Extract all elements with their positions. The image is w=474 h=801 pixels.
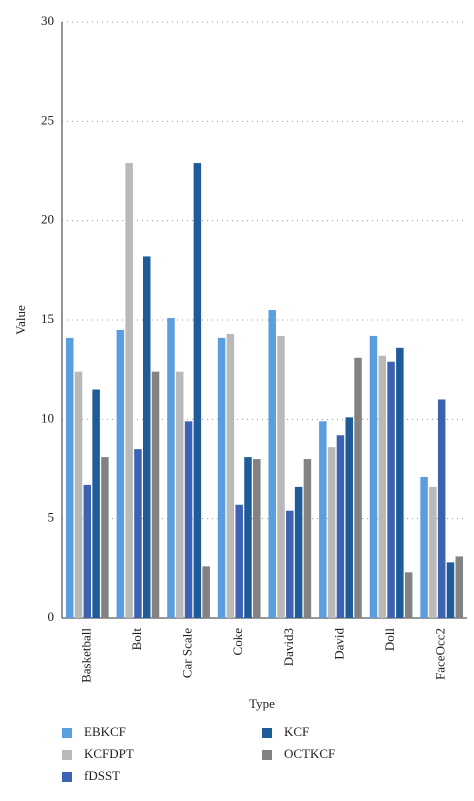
bar [277,335,285,618]
bar [176,371,184,618]
legend-swatch [62,728,72,738]
y-tick-label: 10 [41,410,54,425]
bar [404,572,413,618]
bar [345,417,353,618]
bar [253,459,261,618]
bar [327,447,336,618]
bar [235,504,243,618]
bar [125,163,133,618]
bar [354,357,362,618]
bar [142,256,151,618]
legend-swatch [262,728,272,738]
y-tick-label: 15 [41,311,54,326]
x-tick-label: Basketball [78,628,93,683]
legend-label: KCF [284,724,309,739]
bar [437,399,446,618]
legend-label: fDSST [84,768,120,783]
bar [455,556,464,618]
x-tick-label: Coke [230,628,245,656]
x-axis-label: Type [249,696,275,711]
bar [369,335,378,618]
legend-swatch [262,750,272,760]
y-tick-label: 5 [48,510,55,525]
y-tick-label: 20 [41,212,54,227]
bar [167,318,175,618]
legend-swatch [62,750,72,760]
legend-swatch [62,772,72,782]
bar [92,389,100,618]
bar [420,476,428,618]
y-tick-label: 25 [41,112,54,127]
bar [83,484,92,618]
bar [202,566,210,618]
bar [226,333,235,618]
bar [387,361,395,618]
bar [336,435,345,618]
bar [244,457,252,618]
bar [396,347,404,618]
legend-label: EBKCF [84,724,126,739]
bar [101,457,109,618]
bar [429,486,437,618]
bar [286,510,294,618]
bar [184,421,193,618]
x-tick-label: Doll [382,628,397,652]
bar [74,371,83,618]
x-tick-label: Car Scale [180,628,195,678]
bar [65,337,74,618]
bar [303,459,312,618]
bar [134,449,142,618]
bar [217,337,226,618]
legend-label: OCTKCF [284,746,335,761]
bar [446,562,455,618]
legend-label: KCFDPT [84,746,134,761]
bar [151,371,160,618]
bar [294,486,303,618]
x-tick-label: FaceOcc2 [433,628,448,680]
x-tick-label: Bolt [129,628,144,651]
y-tick-label: 0 [48,609,55,624]
y-axis-label: Value [13,305,28,335]
bar [193,163,202,618]
bar [116,329,125,618]
x-tick-label: David [331,628,346,660]
y-tick-label: 30 [41,13,54,28]
bar [378,355,387,618]
x-tick-label: David3 [281,628,296,666]
bar [268,310,276,618]
bar [319,421,327,618]
